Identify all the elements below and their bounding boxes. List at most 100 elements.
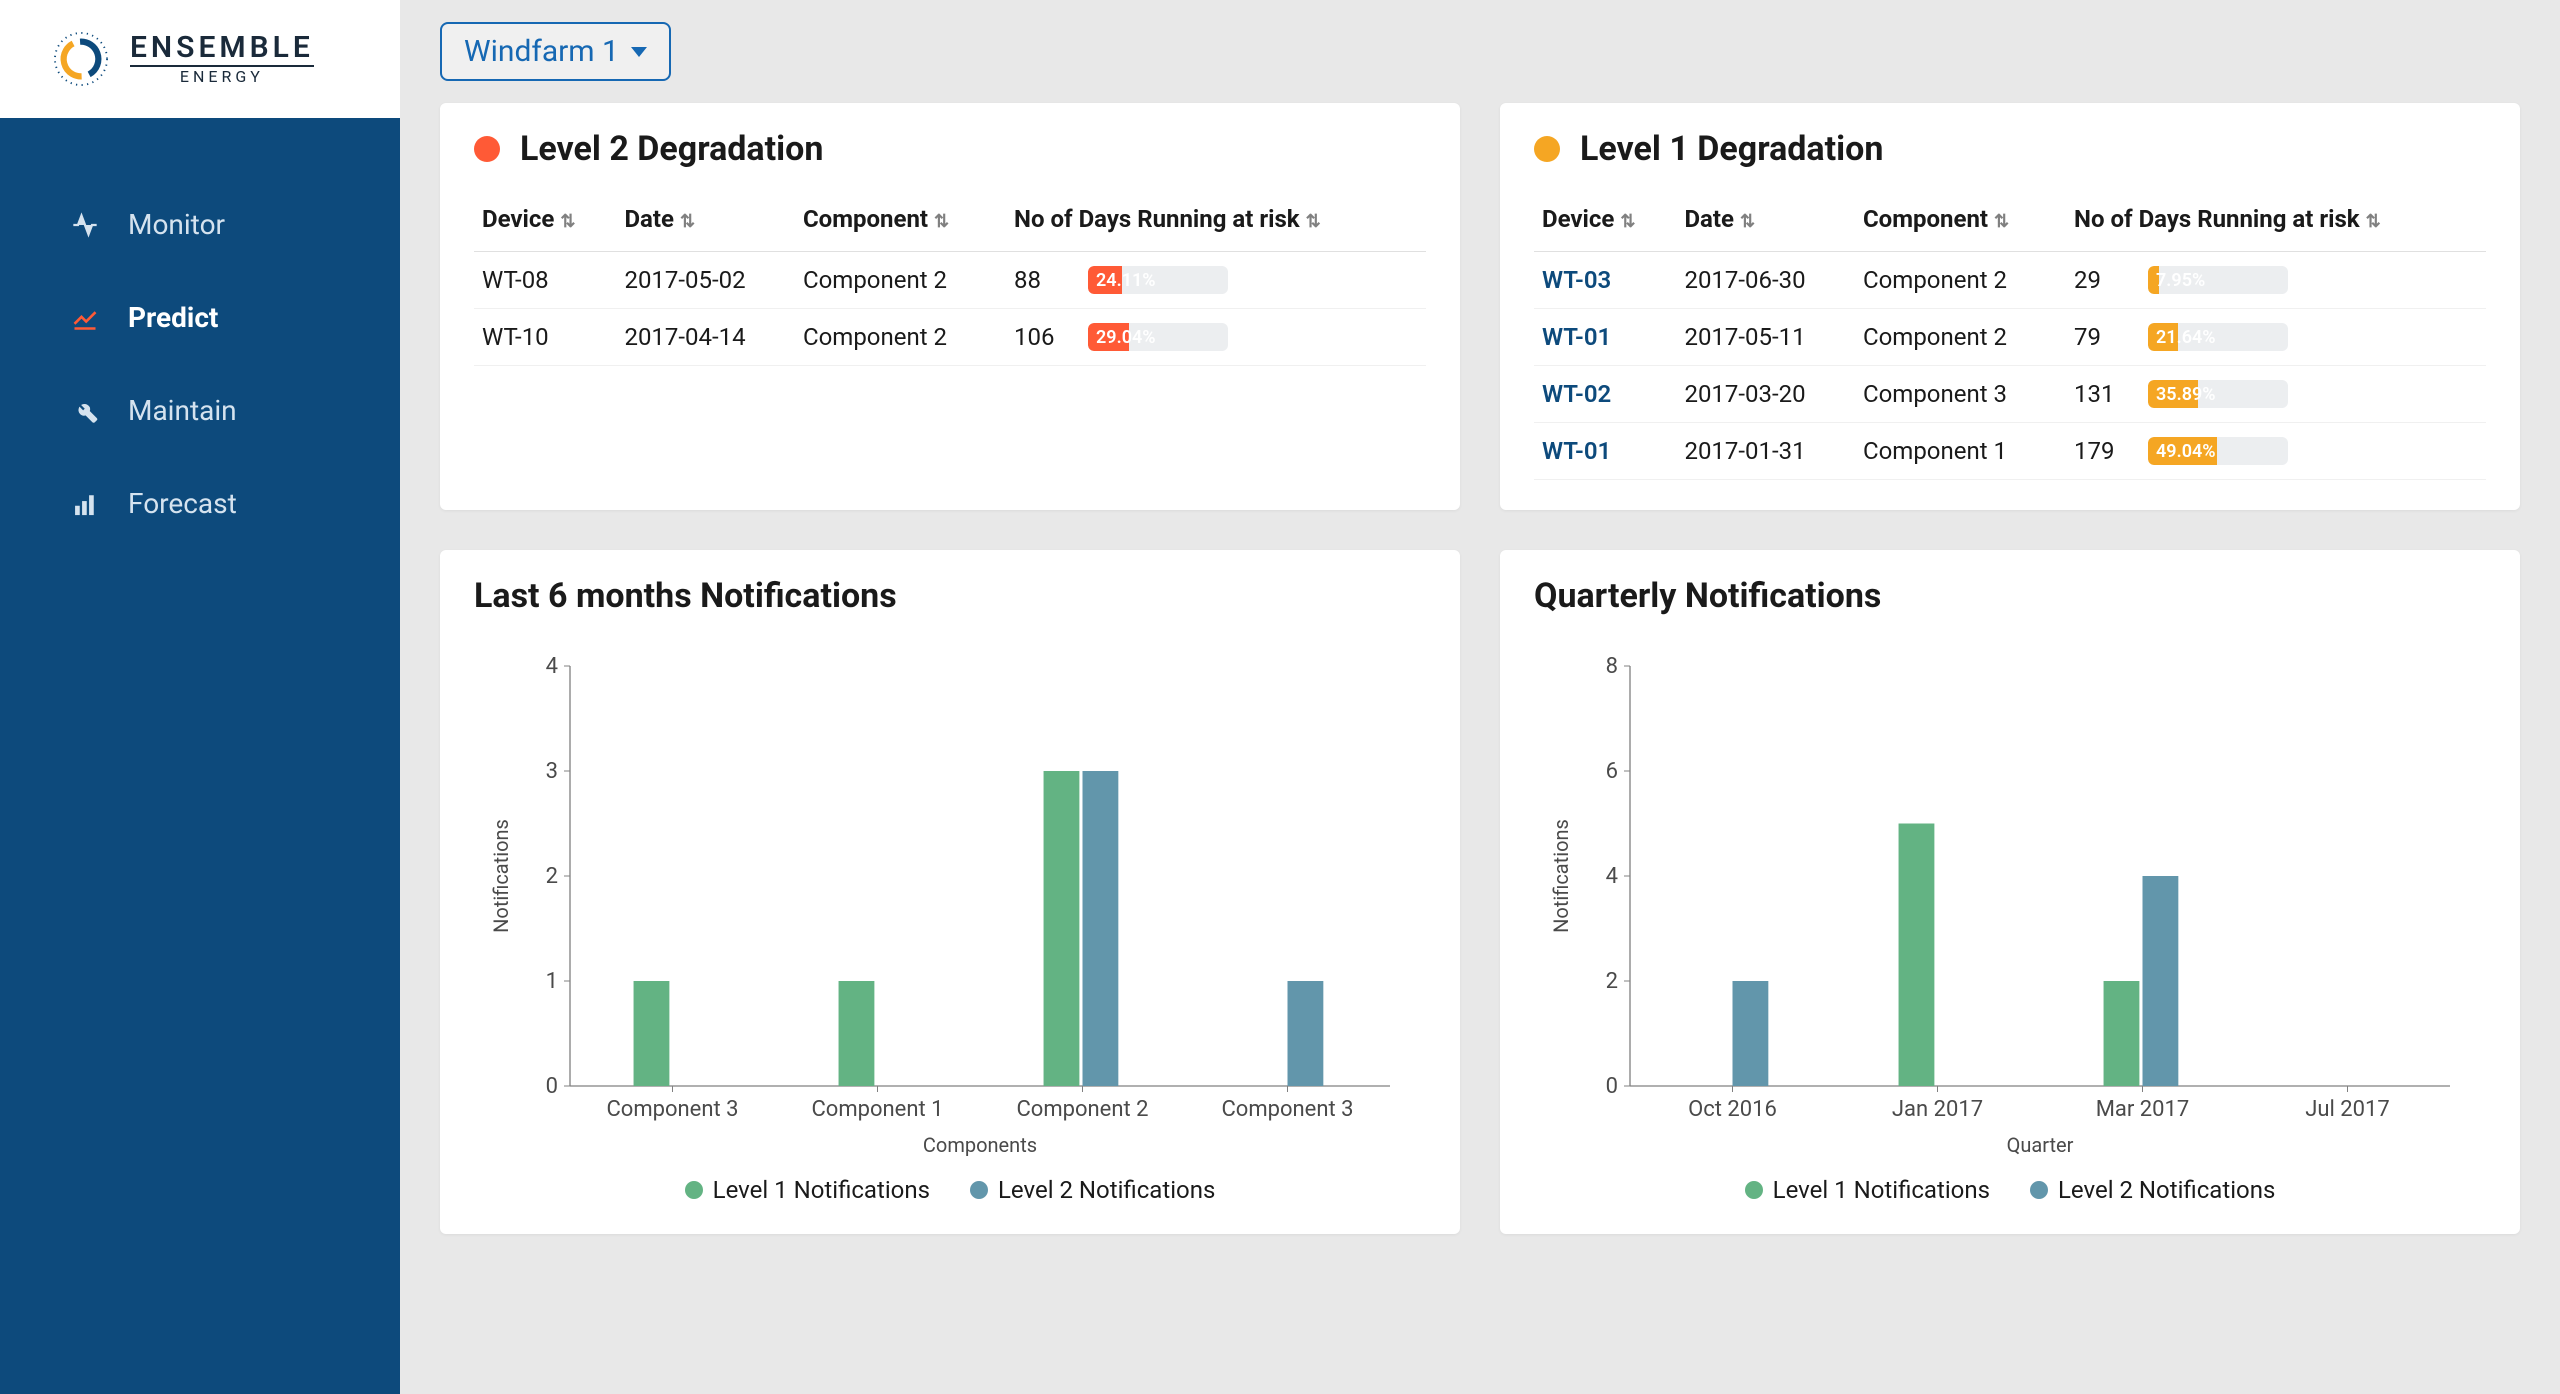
sidebar-item-predict[interactable]: Predict <box>0 271 400 364</box>
col-header[interactable]: Component⇅ <box>795 195 1006 252</box>
risk-cell: 79 21.64% <box>2066 309 2486 366</box>
device-cell[interactable]: WT-01 <box>1534 423 1676 480</box>
date-cell: 2017-03-20 <box>1676 366 1855 423</box>
predict-icon <box>70 303 100 333</box>
device-cell[interactable]: WT-03 <box>1534 252 1676 309</box>
legend-swatch-icon <box>685 1181 703 1199</box>
monitor-icon <box>70 210 100 240</box>
table-row: WT-012017-05-11Component 2 79 21.64% <box>1534 309 2486 366</box>
risk-pct-label: 21.64% <box>2156 323 2216 351</box>
level2-title-text: Level 2 Degradation <box>520 129 823 169</box>
risk-days: 179 <box>2074 437 2130 465</box>
date-cell: 2017-05-11 <box>1676 309 1855 366</box>
chart-right: 02468Oct 2016Jan 2017Mar 2017Jul 2017Qua… <box>1550 646 2470 1166</box>
table-row: WT-022017-03-20Component 313135.89% <box>1534 366 2486 423</box>
device-cell: WT-08 <box>474 252 616 309</box>
bar <box>1899 824 1935 1087</box>
forecast-icon <box>70 489 100 519</box>
legend-item[interactable]: Level 2 Notifications <box>2030 1176 2275 1204</box>
legend-swatch-icon <box>2030 1181 2048 1199</box>
svg-text:1: 1 <box>546 969 558 994</box>
level1-card-title: Level 1 Degradation <box>1534 129 2486 169</box>
sidebar-item-label: Forecast <box>128 487 237 520</box>
sidebar-item-maintain[interactable]: Maintain <box>0 364 400 457</box>
svg-text:0: 0 <box>1606 1074 1618 1099</box>
legend-item[interactable]: Level 1 Notifications <box>685 1176 930 1204</box>
risk-bar: 49.04% <box>2148 437 2288 465</box>
risk-days: 79 <box>2074 323 2130 351</box>
svg-text:8: 8 <box>1606 654 1618 679</box>
chart-right-title-text: Quarterly Notifications <box>1534 576 1881 616</box>
app-root: ENSEMBLE ENERGY MonitorPredict Maintain Fo… <box>0 0 2560 1394</box>
caret-down-icon <box>631 47 647 57</box>
bar <box>1733 981 1769 1086</box>
svg-text:Mar 2017: Mar 2017 <box>2096 1097 2190 1122</box>
component-cell: Component 2 <box>1855 309 2066 366</box>
chart-right-title: Quarterly Notifications <box>1534 576 2486 616</box>
sidebar-item-label: Maintain <box>128 394 237 427</box>
windfarm-selector[interactable]: Windfarm 1 <box>440 22 671 81</box>
svg-text:Jan 2017: Jan 2017 <box>1892 1097 1983 1122</box>
chart-left-title: Last 6 months Notifications <box>474 576 1426 616</box>
table-row: WT-082017-05-02Component 28824.11% <box>474 252 1426 309</box>
bar <box>1044 771 1080 1086</box>
sidebar: ENSEMBLE ENERGY MonitorPredict Maintain Fo… <box>0 0 400 1394</box>
risk-bar: 35.89% <box>2148 380 2288 408</box>
sidebar-nav: MonitorPredict Maintain Forecast <box>0 118 400 550</box>
risk-days: 29 <box>2074 266 2130 294</box>
brand-name: ENSEMBLE <box>130 33 314 63</box>
date-cell: 2017-01-31 <box>1676 423 1855 480</box>
bar <box>2143 876 2179 1086</box>
risk-pct-label: 24.11% <box>1096 266 1156 294</box>
risk-bar: 21.64% <box>2148 323 2288 351</box>
svg-text:Quarter: Quarter <box>2007 1133 2074 1157</box>
col-header[interactable]: No of Days Running at risk⇅ <box>2066 195 2486 252</box>
level2-card-title: Level 2 Degradation <box>474 129 1426 169</box>
component-cell: Component 1 <box>1855 423 2066 480</box>
legend-item[interactable]: Level 1 Notifications <box>1745 1176 1990 1204</box>
brand-sub: ENERGY <box>130 65 314 85</box>
risk-cell: 8824.11% <box>1006 252 1426 309</box>
notifications-6month-card: Last 6 months Notifications 01234Compone… <box>440 550 1460 1234</box>
device-cell[interactable]: WT-02 <box>1534 366 1676 423</box>
sort-icon: ⇅ <box>934 211 949 232</box>
level1-dot-icon <box>1534 136 1560 162</box>
sidebar-item-forecast[interactable]: Forecast <box>0 457 400 550</box>
topbar: Windfarm 1 <box>440 10 2520 103</box>
svg-text:4: 4 <box>546 654 558 679</box>
risk-cell: 297.95% <box>2066 252 2486 309</box>
sort-icon: ⇅ <box>1994 211 2009 232</box>
table-row: WT-012017-01-31Component 1 179 49.04% <box>1534 423 2486 480</box>
level1-title-text: Level 1 Degradation <box>1580 129 1883 169</box>
device-cell[interactable]: WT-01 <box>1534 309 1676 366</box>
level2-dot-icon <box>474 136 500 162</box>
component-cell: Component 2 <box>1855 252 2066 309</box>
brand-logo: ENSEMBLE ENERGY <box>50 28 314 90</box>
legend-label: Level 2 Notifications <box>998 1176 1215 1204</box>
svg-text:Component 2: Component 2 <box>1016 1097 1148 1122</box>
col-header[interactable]: Date⇅ <box>1676 195 1855 252</box>
col-header[interactable]: Component⇅ <box>1855 195 2066 252</box>
sidebar-item-monitor[interactable]: Monitor <box>0 178 400 271</box>
device-cell: WT-10 <box>474 309 616 366</box>
col-header[interactable]: Date⇅ <box>616 195 795 252</box>
date-cell: 2017-05-02 <box>616 252 795 309</box>
component-cell: Component 2 <box>795 252 1006 309</box>
legend-label: Level 1 Notifications <box>1773 1176 1990 1204</box>
level2-table: Device⇅Date⇅Component⇅No of Days Running… <box>474 195 1426 366</box>
date-cell: 2017-06-30 <box>1676 252 1855 309</box>
component-cell: Component 3 <box>1855 366 2066 423</box>
date-cell: 2017-04-14 <box>616 309 795 366</box>
legend-item[interactable]: Level 2 Notifications <box>970 1176 1215 1204</box>
col-header[interactable]: Device⇅ <box>474 195 616 252</box>
svg-text:2: 2 <box>546 864 558 889</box>
level2-degradation-card: Level 2 Degradation Device⇅Date⇅Componen… <box>440 103 1460 510</box>
col-header[interactable]: Device⇅ <box>1534 195 1676 252</box>
bar <box>1288 981 1324 1086</box>
svg-text:6: 6 <box>1606 759 1618 784</box>
logo-area: ENSEMBLE ENERGY <box>0 0 400 118</box>
col-header[interactable]: No of Days Running at risk⇅ <box>1006 195 1426 252</box>
sort-icon: ⇅ <box>680 211 695 232</box>
component-cell: Component 2 <box>795 309 1006 366</box>
risk-pct-label: 29.04% <box>1096 323 1156 351</box>
